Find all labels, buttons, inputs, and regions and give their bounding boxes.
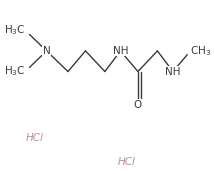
Text: N: N [43, 46, 51, 56]
Text: H$_3$C: H$_3$C [4, 65, 25, 78]
Text: HCl: HCl [26, 133, 44, 143]
Text: O: O [134, 100, 142, 110]
Text: HCl: HCl [117, 157, 135, 167]
Text: NH: NH [165, 66, 181, 77]
Text: CH$_3$: CH$_3$ [190, 44, 212, 58]
Text: H$_3$C: H$_3$C [4, 23, 25, 37]
Text: NH: NH [113, 46, 128, 56]
